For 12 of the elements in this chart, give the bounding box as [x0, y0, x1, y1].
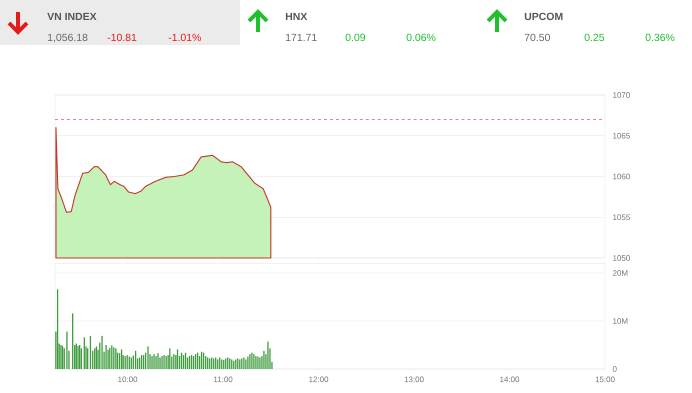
- text: 70.50: [524, 34, 550, 42]
- text: 0.06%: [406, 34, 436, 42]
- text: 1,056.18: [48, 34, 88, 42]
- text: 171.71: [286, 34, 317, 41]
- text: VN INDEX: [47, 12, 96, 20]
- text: UPCOM: [524, 12, 562, 20]
- text: 0.36%: [646, 34, 674, 42]
- text: -1.01%: [168, 34, 201, 42]
- text: 0.25: [584, 34, 604, 42]
- text: -10.81: [108, 34, 136, 42]
- text: 0.09: [346, 34, 366, 42]
- text: HNX: [286, 12, 308, 20]
